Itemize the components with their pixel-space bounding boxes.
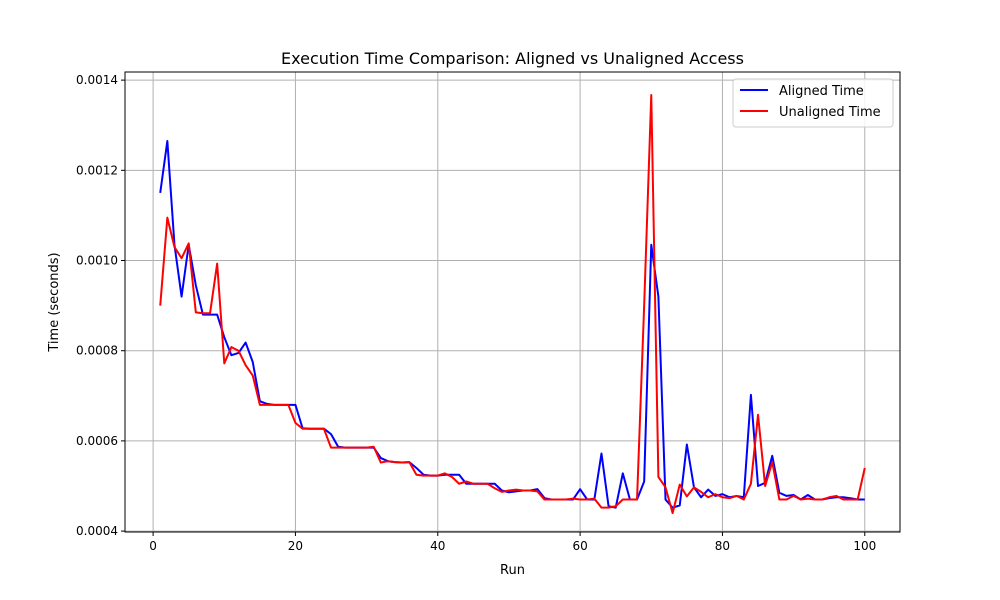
x-tick-label: 60 xyxy=(572,539,587,553)
grid-lines xyxy=(125,72,900,532)
legend-label-unaligned: Unaligned Time xyxy=(779,105,881,120)
chart-title: Execution Time Comparison: Aligned vs Un… xyxy=(281,49,744,68)
y-tick-label: 0.0012 xyxy=(76,163,118,177)
x-tick-label: 40 xyxy=(430,539,445,553)
legend: Aligned Time Unaligned Time xyxy=(732,78,894,128)
unaligned-time-line xyxy=(159,94,866,515)
x-tick-label: 80 xyxy=(715,539,730,553)
y-tick-label: 0.0008 xyxy=(76,344,118,358)
legend-label-aligned: Aligned Time xyxy=(779,84,864,99)
y-tick-label: 0.0014 xyxy=(76,73,118,87)
x-tick-label: 100 xyxy=(853,539,876,553)
x-tick-label: 0 xyxy=(149,539,157,553)
y-tick-label: 0.0004 xyxy=(76,524,118,538)
y-tick-label: 0.0006 xyxy=(76,434,118,448)
x-axis-ticks: 0 20 40 60 80 100 xyxy=(149,532,876,553)
plot-frame xyxy=(124,71,901,533)
x-axis-label: Run xyxy=(500,563,525,578)
y-axis-label: Time (seconds) xyxy=(47,252,62,352)
legend-box xyxy=(732,78,894,128)
y-tick-label: 0.0010 xyxy=(76,254,118,268)
series-lines xyxy=(159,94,866,515)
y-axis-ticks: 0.0004 0.0006 0.0008 0.0010 0.0012 0.0014 xyxy=(76,73,125,538)
x-tick-label: 20 xyxy=(288,539,303,553)
